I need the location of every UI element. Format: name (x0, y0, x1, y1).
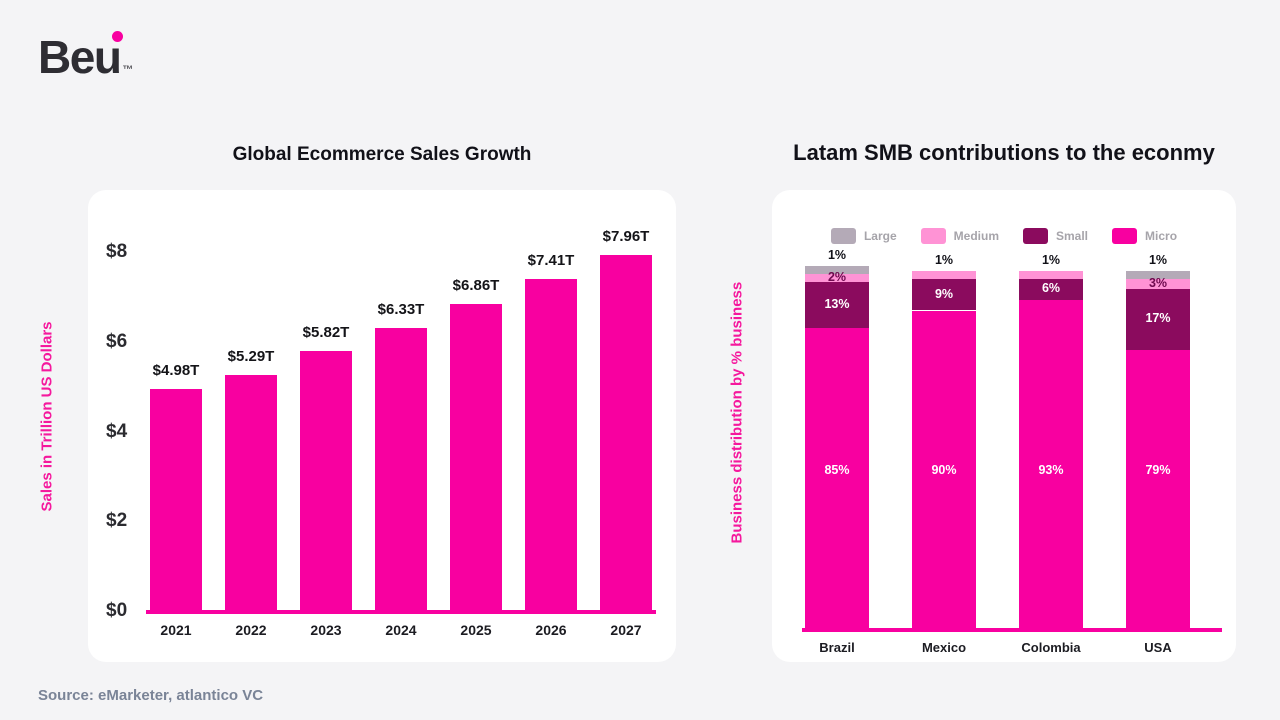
segment-label: 17% (1145, 311, 1171, 326)
stacked-segment-micro (1019, 299, 1083, 630)
segment-label-above: 1% (934, 252, 954, 267)
latam-chart-card: Large Medium Small Micro 85% 13% 2% 1% Brazil 90%… (772, 190, 1236, 662)
stacked-segment-large (805, 266, 869, 275)
x-axis-baseline (802, 628, 1222, 632)
bar-value-label: $5.82T (302, 324, 350, 341)
micro-swatch-icon (1112, 228, 1138, 244)
y-tick-label: $6 (106, 330, 128, 352)
ecommerce-chart-card: $8 $6 $4 $2 $0 $4.98T 2021 $5.29T 2022 $5.82T 2023… (88, 190, 676, 662)
legend-item-micro: Micro (1112, 228, 1177, 244)
ecommerce-y-axis-label: Sales in Trillion US Dollars (38, 321, 56, 512)
ecommerce-bar (300, 351, 352, 612)
ecommerce-bar (225, 375, 277, 612)
ecommerce-bar (525, 279, 577, 612)
segment-label: 9% (934, 286, 954, 301)
bar-value-label: $5.29T (227, 348, 275, 365)
stacked-segment-small (1126, 289, 1190, 350)
segment-label: 93% (1038, 463, 1064, 477)
x-axis-year-label: 2026 (535, 622, 567, 638)
legend-label: Micro (1145, 229, 1178, 243)
bar-value-label: $6.86T (452, 277, 500, 294)
ecommerce-chart-title: Global Ecommerce Sales Growth (232, 144, 532, 165)
legend-item-small: Small (1023, 228, 1088, 244)
y-tick-label: $8 (106, 241, 128, 262)
ecommerce-bar (450, 304, 502, 612)
beu-logo: Beu ™ (38, 30, 133, 84)
y-tick-label: $2 (106, 510, 128, 532)
segment-label: 3% (1148, 275, 1168, 290)
x-axis-year-label: 2022 (235, 622, 267, 638)
logo-text-prefix: Be (38, 31, 95, 83)
x-axis-country-label: Colombia (1021, 640, 1081, 655)
legend-label: Medium (953, 229, 999, 243)
chart-legend: Large Medium Small Micro (772, 228, 1236, 244)
y-tick-label: $4 (106, 420, 128, 442)
bar-value-label: $7.96T (602, 228, 650, 245)
stacked-segment-micro (1126, 349, 1190, 630)
bar-value-label: $4.98T (152, 362, 200, 379)
segment-label: 6% (1041, 281, 1061, 296)
segment-label: 79% (1145, 463, 1171, 477)
legend-label: Small (1056, 229, 1089, 243)
segment-label: 13% (824, 297, 850, 312)
latam-y-axis-label: Business distribution by % business (728, 281, 746, 544)
stacked-segment-small (912, 278, 976, 311)
segment-label-above: 1% (1148, 252, 1168, 267)
stacked-segment-medium (1019, 270, 1083, 279)
segment-label: 85% (824, 463, 850, 477)
small-swatch-icon (1023, 228, 1048, 244)
bar-value-label: $6.33T (377, 301, 425, 318)
x-axis-baseline (146, 610, 656, 614)
stacked-segment-small (1019, 278, 1083, 300)
logo-text-u: u (94, 30, 124, 84)
segment-label-above: 1% (1041, 252, 1061, 267)
segment-label: 90% (931, 463, 957, 477)
stacked-segment-micro (805, 328, 869, 630)
medium-swatch-icon (920, 228, 946, 244)
bar-value-label: $7.41T (527, 252, 575, 269)
ecommerce-bar (150, 389, 202, 612)
ecommerce-bar (600, 255, 652, 612)
x-axis-year-label: 2021 (160, 622, 192, 638)
large-swatch-icon (830, 228, 856, 244)
x-axis-year-label: 2024 (385, 622, 417, 638)
latam-chart-title: Latam SMB contributions to the econmy (793, 140, 1215, 165)
stacked-segment-micro (912, 310, 976, 630)
ecommerce-bar (375, 328, 427, 612)
legend-item-large: Large (830, 228, 897, 244)
x-axis-country-label: Brazil (819, 640, 855, 655)
segment-label: 2% (827, 270, 847, 285)
stacked-segment-medium (805, 274, 869, 283)
y-tick-label: $0 (106, 600, 128, 621)
stacked-segment-small (805, 282, 869, 329)
x-axis-year-label: 2023 (310, 622, 342, 638)
legend-item-medium: Medium (920, 228, 999, 244)
source-attribution: Source: eMarketer, atlantico VC (38, 687, 264, 704)
x-axis-year-label: 2025 (460, 622, 492, 638)
logo-pink-dot-icon (112, 31, 124, 42)
legend-label: Large (863, 229, 897, 243)
stacked-segment-large (1126, 270, 1190, 279)
stacked-segment-medium (1126, 278, 1190, 290)
trademark-symbol: ™ (122, 64, 134, 76)
segment-label-above: 1% (827, 248, 847, 263)
x-axis-country-label: USA (1144, 640, 1172, 655)
x-axis-country-label: Mexico (921, 640, 967, 655)
stacked-segment-medium (912, 270, 976, 279)
x-axis-year-label: 2027 (610, 622, 642, 638)
